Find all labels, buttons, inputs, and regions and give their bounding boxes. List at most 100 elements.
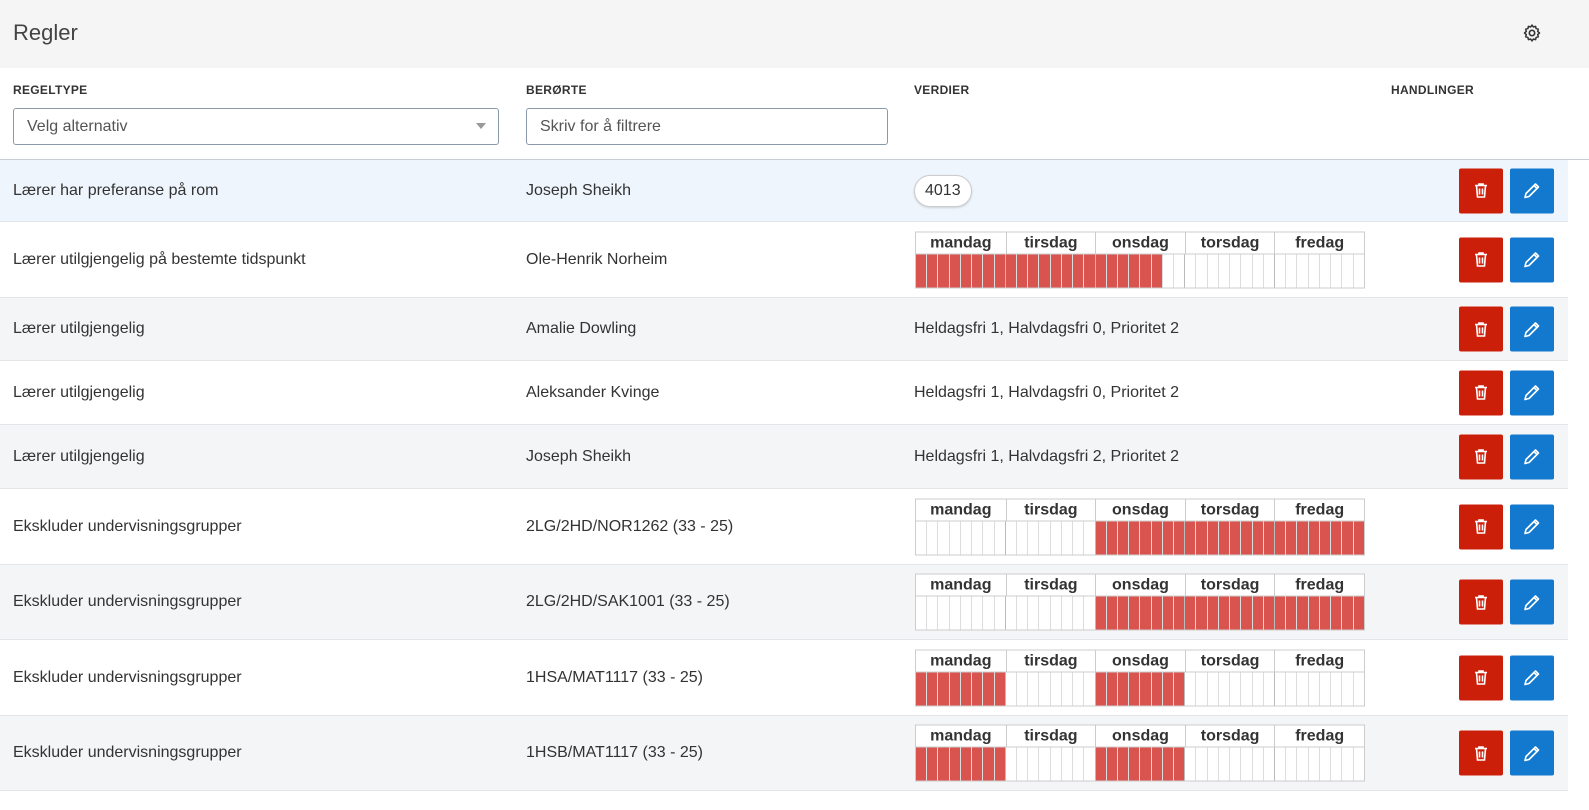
time-slot [1341, 254, 1352, 287]
time-slot [1330, 254, 1341, 287]
affected-filter[interactable]: Skriv for å filtrere [526, 108, 888, 145]
delete-button[interactable] [1459, 579, 1503, 625]
time-slot [1038, 672, 1049, 705]
time-slot [1262, 747, 1274, 781]
time-slot [1060, 521, 1072, 554]
time-slot [926, 254, 938, 287]
time-slot [1139, 521, 1151, 554]
day-header: mandag tirsdag onsdag torsdag fredag [916, 650, 1364, 672]
time-slot [937, 521, 948, 554]
affected: Amalie Dowling [526, 320, 637, 337]
time-slot [1195, 596, 1207, 630]
table-row: Ekskluder undervisningsgrupper 2LG/2HD/SA… [0, 565, 1568, 640]
time-slot [1116, 254, 1129, 287]
edit-button[interactable] [1510, 504, 1554, 549]
time-slot [1307, 747, 1319, 781]
time-slot [1004, 254, 1016, 287]
time-slot [971, 747, 983, 781]
day-label: torsdag [1184, 499, 1275, 520]
value-chip: 4013 [914, 174, 972, 207]
time-slot [1105, 596, 1117, 630]
rule-type-select[interactable]: Velg alternativ [13, 108, 499, 145]
delete-button[interactable] [1459, 504, 1503, 549]
value-text: Heldagsfri 1, Halvdagsfri 2, Prioritet 2 [914, 447, 1179, 465]
time-slot [993, 254, 1005, 287]
time-slot [959, 747, 972, 781]
time-slot [1150, 672, 1162, 705]
time-slot [1229, 521, 1241, 554]
day-label: tirsdag [1005, 650, 1096, 671]
time-slot [937, 254, 949, 287]
delete-button[interactable] [1459, 370, 1503, 415]
time-slot [916, 521, 926, 554]
time-slot [1262, 672, 1274, 705]
time-slot [1251, 521, 1263, 554]
time-slot [1318, 672, 1330, 705]
table-row: Ekskluder undervisningsgrupper 1HSA/MAT11… [0, 640, 1568, 716]
time-slot [1217, 672, 1229, 705]
time-slot [1015, 596, 1027, 630]
day-label: mandag [930, 576, 992, 594]
delete-button[interactable] [1459, 730, 1503, 776]
delete-button[interactable] [1459, 434, 1503, 479]
time-slot [948, 521, 960, 554]
time-slot [926, 672, 938, 705]
rule-type: Lærer utilgjengelig på bestemte tidspunk… [13, 250, 306, 268]
affected: 2LG/2HD/SAK1001 (33 - 25) [526, 593, 730, 610]
rules-table: Lærer har preferanse på rom Joseph Sheikh… [0, 159, 1589, 791]
day-label: tirsdag [1005, 725, 1096, 747]
delete-button[interactable] [1459, 168, 1503, 213]
time-slot [1027, 747, 1038, 781]
time-slot [1072, 747, 1083, 781]
time-slot [1049, 672, 1061, 705]
time-slot [1116, 521, 1129, 554]
time-slot [1161, 747, 1174, 781]
time-slot [1004, 596, 1016, 630]
time-slot [1060, 596, 1072, 630]
edit-button[interactable] [1510, 237, 1554, 282]
day-header: mandag tirsdag onsdag torsdag fredag [916, 725, 1364, 748]
time-slot [1072, 254, 1084, 287]
time-slot [971, 672, 983, 705]
time-slot [1015, 747, 1027, 781]
time-slot [1027, 254, 1039, 287]
edit-button[interactable] [1510, 730, 1554, 776]
delete-button[interactable] [1459, 237, 1503, 282]
time-slot [1105, 672, 1117, 705]
time-slot [1038, 596, 1049, 630]
day-label: onsdag [1095, 574, 1185, 596]
column-header: REGELTYPE [13, 83, 88, 97]
time-slot [1015, 521, 1027, 554]
time-slot [1173, 254, 1184, 287]
time-slot [982, 672, 994, 705]
time-slot [1072, 596, 1083, 630]
time-slot [982, 254, 994, 287]
time-slot [1184, 596, 1196, 630]
edit-button[interactable] [1510, 370, 1554, 415]
delete-button[interactable] [1459, 655, 1503, 700]
time-slot [1274, 672, 1285, 705]
time-slot [1004, 521, 1016, 554]
time-slot [982, 747, 994, 781]
delete-button[interactable] [1459, 306, 1503, 352]
table-row: Ekskluder undervisningsgrupper 1HSB/MAT11… [0, 716, 1568, 791]
time-slot [1049, 254, 1061, 287]
time-slot [993, 672, 1005, 705]
day-label: torsdag [1184, 725, 1275, 747]
edit-button[interactable] [1510, 434, 1554, 479]
time-slot [1049, 596, 1061, 630]
rule-type: Ekskluder undervisningsgrupper [13, 517, 242, 535]
settings-icon[interactable] [1522, 23, 1542, 43]
time-slot [926, 596, 937, 630]
edit-button[interactable] [1510, 655, 1554, 700]
day-label: mandag [930, 234, 992, 251]
time-slot [916, 672, 927, 705]
edit-button[interactable] [1510, 306, 1554, 352]
time-slot [916, 747, 927, 781]
edit-button[interactable] [1510, 168, 1554, 213]
time-slot [1128, 521, 1140, 554]
day-label: fredag [1274, 499, 1364, 520]
time-slot [1060, 254, 1073, 287]
edit-button[interactable] [1510, 579, 1554, 625]
time-slot [1285, 521, 1297, 554]
